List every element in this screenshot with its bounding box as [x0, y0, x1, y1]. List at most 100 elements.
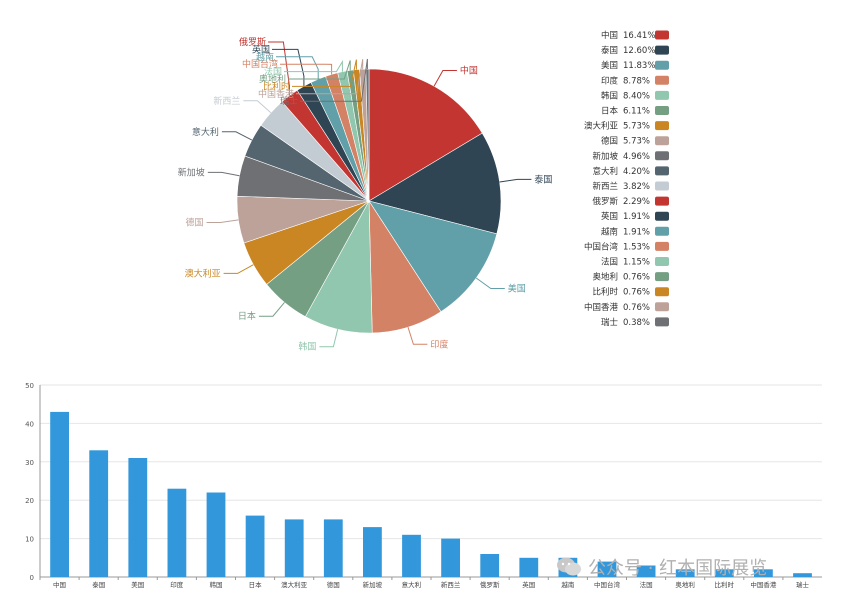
legend-label[interactable]: 日本	[601, 106, 619, 117]
legend-label[interactable]: 新西兰	[592, 181, 618, 192]
legend-label[interactable]: 泰国	[601, 45, 618, 56]
legend-swatch[interactable]	[655, 136, 669, 146]
legend-swatch[interactable]	[655, 121, 669, 131]
pie-slice-label: 澳大利亚	[185, 267, 221, 279]
legend-label[interactable]: 意大利	[592, 166, 618, 177]
pie-label-line	[223, 264, 254, 274]
legend-swatch[interactable]	[655, 287, 669, 297]
legend-swatch[interactable]	[655, 257, 669, 266]
legend-label[interactable]: 中国	[601, 30, 618, 41]
legend-swatch[interactable]	[655, 75, 669, 85]
bar[interactable]	[89, 450, 109, 577]
legend-swatch[interactable]	[655, 90, 669, 100]
legend-swatch[interactable]	[655, 226, 669, 236]
x-tick-label: 奥地利	[675, 580, 695, 589]
legend-swatch[interactable]	[655, 60, 669, 70]
legend-label[interactable]: 美国	[601, 60, 618, 71]
bar[interactable]	[402, 534, 421, 577]
legend-percent: 1.91%	[623, 212, 650, 222]
x-tick-label: 澳大利亚	[281, 580, 308, 589]
legend-label[interactable]: 韩国	[601, 90, 618, 101]
pie-slice[interactable]	[368, 132, 502, 235]
legend-label[interactable]: 新加坡	[592, 151, 618, 162]
pie-legend: 中国 16.41% 泰国 12.60% 美国 11.83% 印度 8.78% 韩国 8.40% 日本…	[584, 30, 669, 328]
legend-swatch[interactable]	[655, 272, 669, 282]
bar[interactable]	[793, 573, 812, 577]
pie-label-line	[207, 171, 240, 177]
legend-percent: 6.11%	[623, 107, 650, 117]
x-tick-label: 印度	[170, 580, 184, 589]
x-tick-label: 中国台湾	[594, 580, 621, 589]
pie-label-line	[280, 63, 333, 75]
bar[interactable]	[675, 569, 695, 577]
pie-slice-label: 德国	[185, 217, 203, 229]
legend-swatch[interactable]	[655, 30, 669, 40]
pie-label-line	[221, 131, 253, 141]
pie-label-line	[284, 59, 343, 73]
bar[interactable]	[441, 538, 460, 577]
legend-swatch[interactable]	[655, 106, 669, 115]
pie-slice-label: 意大利	[192, 126, 219, 138]
bar[interactable]	[284, 519, 304, 577]
pie-slice[interactable]	[368, 200, 498, 313]
legend-swatch[interactable]	[655, 181, 669, 191]
legend-label[interactable]: 瑞士	[601, 317, 619, 328]
y-tick-label: 40	[25, 420, 34, 428]
pie-slice[interactable]	[368, 68, 483, 202]
x-tick-label: 美国	[131, 580, 144, 589]
legend-percent: 0.38%	[623, 318, 650, 328]
legend-swatch[interactable]	[655, 151, 669, 161]
bar[interactable]	[50, 411, 69, 577]
pie-label-line	[499, 178, 532, 183]
x-tick-label: 英国	[522, 580, 535, 589]
pie-label-line	[258, 302, 285, 317]
legend-label[interactable]: 中国台湾	[584, 241, 619, 252]
legend-label[interactable]: 越南	[601, 226, 618, 237]
pie-label-line	[288, 60, 351, 80]
bar[interactable]	[167, 488, 187, 577]
legend-swatch[interactable]	[655, 45, 669, 55]
legend-swatch[interactable]	[655, 241, 669, 251]
bar[interactable]	[597, 561, 617, 577]
bar[interactable]	[363, 527, 382, 577]
legend-swatch[interactable]	[655, 211, 669, 221]
x-tick-label: 新加坡	[363, 580, 383, 589]
legend-label[interactable]: 英国	[601, 211, 618, 222]
x-tick-label: 韩国	[210, 580, 223, 589]
legend-percent: 4.20%	[623, 167, 650, 177]
bar[interactable]	[323, 519, 343, 577]
legend-label[interactable]: 澳大利亚	[584, 121, 619, 132]
bar[interactable]	[519, 557, 539, 577]
legend-percent: 0.76%	[623, 273, 650, 283]
bar[interactable]	[636, 565, 656, 578]
legend-swatch[interactable]	[655, 302, 669, 312]
pie-label-line	[296, 59, 364, 95]
bar[interactable]	[754, 569, 773, 577]
legend-swatch[interactable]	[655, 317, 669, 327]
pie-slice-label: 中国台湾	[242, 58, 278, 70]
pie-slice-label: 瑞士	[280, 95, 298, 107]
legend-label[interactable]: 中国香港	[584, 302, 619, 313]
pie-label-line	[276, 56, 319, 80]
legend-percent: 5.73%	[623, 137, 650, 147]
legend-label[interactable]: 奥地利	[592, 272, 618, 283]
legend-swatch[interactable]	[655, 196, 669, 206]
legend-label[interactable]: 法国	[601, 257, 618, 268]
legend-label[interactable]: 德国	[601, 136, 618, 147]
bar[interactable]	[128, 458, 148, 577]
bar[interactable]	[480, 554, 500, 577]
bar[interactable]	[714, 569, 734, 577]
y-tick-label: 30	[25, 459, 34, 467]
bar[interactable]	[245, 515, 265, 577]
pie-label-line	[319, 329, 339, 348]
legend-label[interactable]: 比利时	[592, 287, 618, 298]
bar[interactable]	[206, 492, 226, 578]
y-tick-label: 10	[25, 536, 34, 544]
legend-percent: 0.76%	[623, 288, 650, 298]
legend-percent: 3.82%	[623, 182, 650, 192]
legend-percent: 1.91%	[623, 227, 650, 237]
legend-swatch[interactable]	[655, 166, 669, 176]
legend-label[interactable]: 印度	[601, 75, 619, 86]
legend-label[interactable]: 俄罗斯	[592, 196, 618, 207]
